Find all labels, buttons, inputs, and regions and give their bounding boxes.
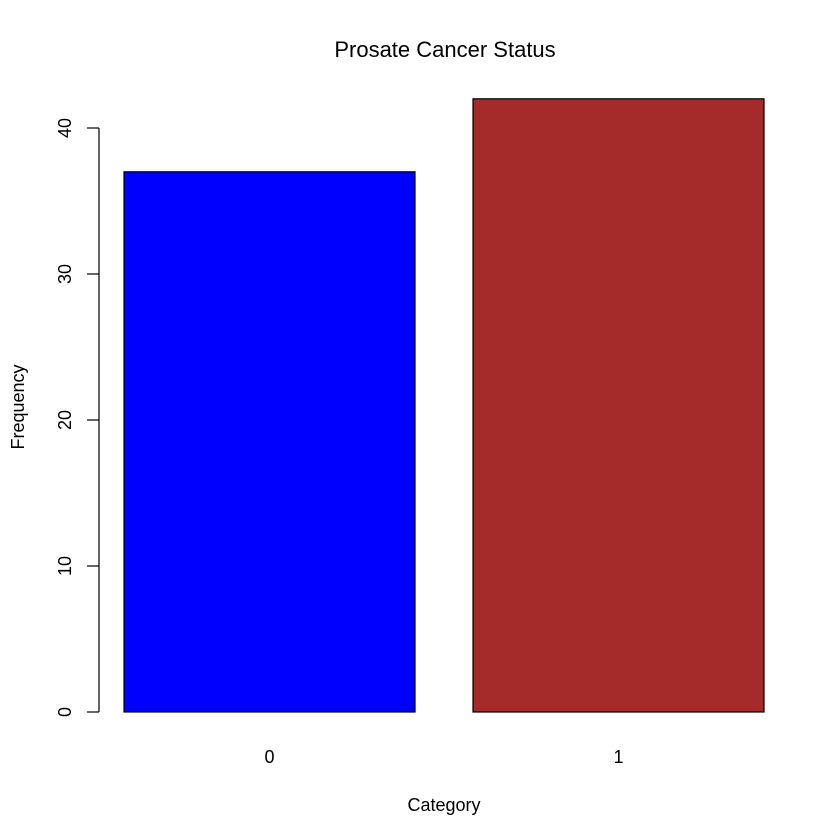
y-tick-label: 20 bbox=[55, 410, 75, 430]
x-tick-label: 0 bbox=[264, 747, 274, 767]
y-tick-label: 30 bbox=[55, 264, 75, 284]
bar-0 bbox=[123, 171, 416, 713]
chart-title: Prosate Cancer Status bbox=[334, 37, 555, 62]
bar-1 bbox=[472, 98, 765, 713]
y-axis-label: Frequency bbox=[8, 364, 28, 449]
x-tick-label: 1 bbox=[613, 747, 623, 767]
y-axis: 0 10 20 30 40 bbox=[55, 118, 100, 717]
y-tick-label: 0 bbox=[55, 707, 75, 717]
y-tick-label: 40 bbox=[55, 118, 75, 138]
y-tick-label: 10 bbox=[55, 556, 75, 576]
bars-group bbox=[123, 98, 765, 713]
x-axis-label: Category bbox=[407, 795, 480, 815]
